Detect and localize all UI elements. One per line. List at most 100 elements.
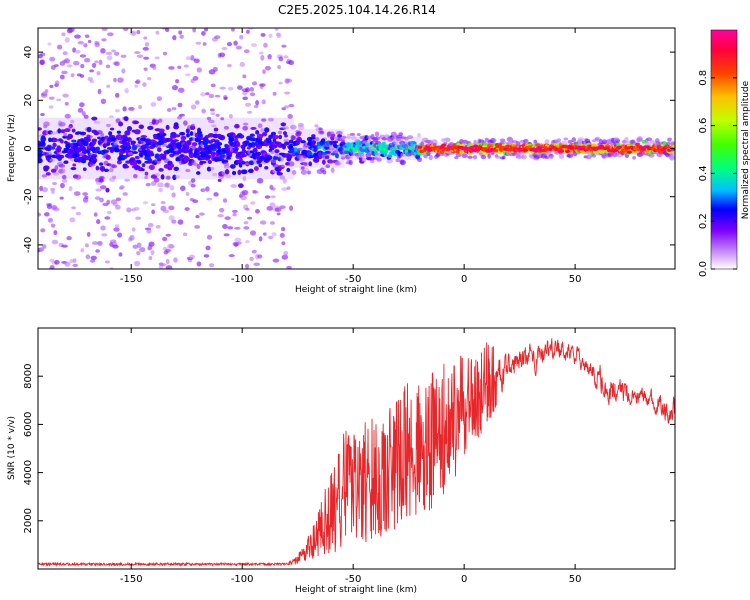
colorbar-tick-label: 0.2 <box>698 213 709 229</box>
heat-point <box>240 195 247 201</box>
heat-point <box>294 147 298 152</box>
heat-point <box>286 154 293 160</box>
heat-point <box>567 139 573 144</box>
heat-point <box>104 149 109 154</box>
heat-point <box>320 138 326 143</box>
heat-point <box>250 126 257 130</box>
heat-point <box>236 142 241 148</box>
heat-point <box>51 181 58 186</box>
heat-point <box>122 192 128 196</box>
heat-point <box>115 148 120 153</box>
heat-point <box>270 131 277 136</box>
heat-point <box>105 64 111 69</box>
heat-point <box>158 128 165 133</box>
heat-point <box>53 230 58 236</box>
heat-point <box>261 118 267 122</box>
heat-haze <box>163 117 167 180</box>
heat-point <box>281 44 287 48</box>
heat-point <box>670 151 675 157</box>
heat-point <box>286 167 291 173</box>
heat-haze <box>264 117 268 180</box>
heat-point <box>277 130 283 135</box>
heat-point <box>82 192 88 196</box>
heat-point <box>243 221 249 225</box>
heat-point <box>269 150 275 154</box>
heat-point <box>277 65 281 70</box>
heat-point <box>571 137 577 143</box>
heat-point <box>58 154 65 159</box>
heat-point <box>108 131 113 136</box>
heat-point <box>40 228 46 233</box>
heat-ridge-point <box>625 146 630 150</box>
heat-point <box>69 217 76 223</box>
heat-point <box>242 176 247 182</box>
heat-point <box>124 88 129 94</box>
heat-point <box>196 261 202 267</box>
heat-point <box>291 135 297 141</box>
heat-point <box>300 169 308 175</box>
heat-point <box>134 206 140 211</box>
heat-point <box>337 134 342 138</box>
heat-haze <box>275 117 278 180</box>
heat-point <box>586 154 592 160</box>
heat-point <box>260 32 266 37</box>
heat-ridge-point <box>493 148 499 153</box>
heat-point <box>266 206 274 211</box>
heat-point <box>314 124 319 128</box>
heat-point <box>186 140 192 145</box>
heat-point <box>220 117 225 121</box>
heat-point <box>94 42 100 48</box>
snr-ylabel: SNR (10 * v/v) <box>7 416 17 480</box>
heat-point <box>257 254 263 259</box>
heat-ridge-point <box>623 149 628 153</box>
heat-point <box>70 73 75 78</box>
y-tick-label: 6000 <box>23 412 34 437</box>
heat-point <box>314 136 320 142</box>
heat-point <box>135 79 141 84</box>
heat-point <box>82 149 88 155</box>
heat-point <box>136 29 141 35</box>
snr-xlabel: Height of straight line (km) <box>295 585 417 595</box>
heat-point <box>231 209 238 213</box>
heat-point <box>283 254 288 258</box>
heat-point <box>73 191 81 196</box>
heat-point <box>72 47 76 53</box>
heat-point <box>290 124 297 130</box>
heat-point <box>79 131 87 136</box>
heat-point <box>168 163 175 169</box>
heat-point <box>138 124 145 130</box>
heat-point <box>62 93 69 98</box>
heat-point <box>65 143 71 149</box>
heat-point <box>166 108 172 112</box>
heat-point <box>49 84 54 89</box>
heat-point <box>79 74 85 78</box>
heat-point <box>158 118 163 123</box>
heat-point <box>140 135 147 139</box>
heat-point <box>544 138 550 145</box>
heat-point <box>196 163 201 170</box>
heat-point <box>279 205 286 210</box>
heat-point <box>242 125 249 131</box>
y-tick-label: 8000 <box>23 363 34 388</box>
heat-point <box>61 32 66 37</box>
heat-point <box>249 92 256 97</box>
heat-point <box>165 124 170 130</box>
x-tick-label: 50 <box>569 574 582 585</box>
heat-point <box>213 127 219 132</box>
heat-point <box>92 160 97 164</box>
heat-haze <box>160 117 164 180</box>
heat-point <box>205 245 211 251</box>
heat-point <box>260 55 265 61</box>
heat-point <box>268 134 274 139</box>
heat-point <box>199 137 204 141</box>
heat-point <box>100 132 105 137</box>
heat-point <box>237 241 242 245</box>
heat-point <box>267 53 272 60</box>
heat-point <box>276 171 283 176</box>
heat-point <box>206 234 213 240</box>
heat-point <box>311 141 316 146</box>
heat-point <box>244 102 252 107</box>
heat-point <box>179 131 186 136</box>
heat-point <box>165 258 170 265</box>
heat-point <box>64 128 71 133</box>
